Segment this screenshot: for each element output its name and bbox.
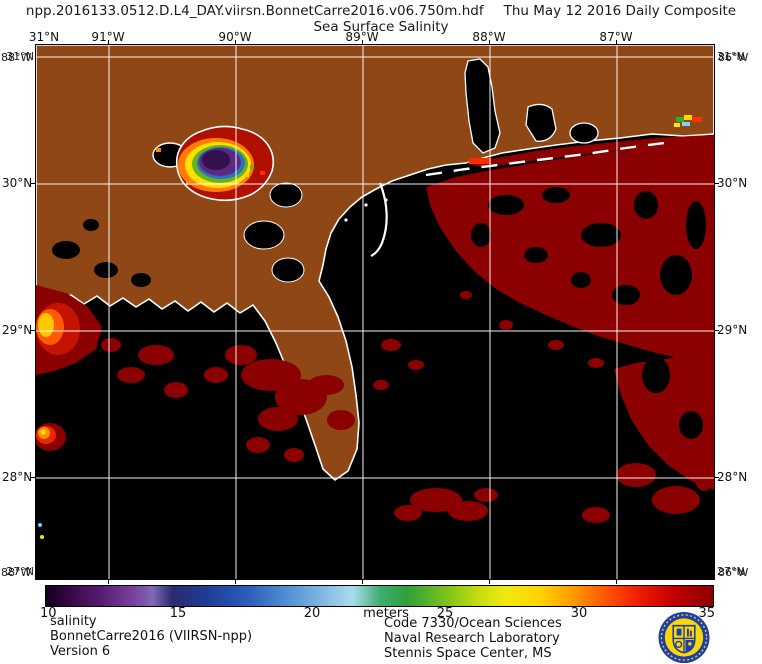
tick-right-30n — [715, 183, 719, 184]
island-specks — [344, 198, 388, 222]
axis-label-29n-left: 29°N — [2, 323, 33, 337]
colorbar-tick-15: 15 — [169, 606, 187, 621]
corner-label-bottom-left: 27°N 88°W — [1, 565, 34, 579]
left-edge-plume-lower — [36, 423, 66, 539]
tick-bottom-87w — [616, 580, 617, 584]
tick-bottom-89w — [362, 580, 363, 584]
colorbar-tick-30: 30 — [570, 606, 588, 621]
graticule — [36, 45, 714, 579]
tick-top-89w — [362, 40, 363, 44]
axis-label-30n-right: 30°N — [717, 176, 748, 190]
product-version: Version 6 — [50, 644, 111, 659]
high-salinity-field-lower — [614, 345, 714, 490]
map-graphic — [36, 45, 714, 579]
org-name: Naval Research Laboratory — [384, 631, 560, 646]
tick-top-91w — [108, 40, 109, 44]
bright-plume-spot — [469, 158, 491, 164]
tick-top-88w — [489, 40, 490, 44]
axis-label-91w: 91°W — [91, 30, 125, 44]
inland-water-patches — [52, 182, 305, 287]
header-title-row: npp.2016133.0512.D.L4_DAY.viirsn.BonnetC… — [0, 3, 762, 19]
product-region: BonnetCarre2016 (VIIRSN-npp) — [50, 629, 253, 644]
corner-label-top-left: 31°N 88°W — [1, 50, 34, 64]
axis-label-89w: 89°W — [345, 30, 379, 44]
tick-right-29n — [715, 330, 719, 331]
tick-top-87w — [616, 40, 617, 44]
axis-label-87w: 87°W — [599, 30, 633, 44]
axis-label-29n-right: 29°N — [717, 323, 748, 337]
coastal-fresh-patch — [674, 115, 702, 127]
cloud-holes — [471, 187, 706, 439]
colorbar-tick-25: 25 — [436, 606, 454, 621]
axis-label-28n-right: 28°N — [717, 470, 748, 484]
tick-left-29n — [31, 330, 35, 331]
axis-label-90w: 90°W — [218, 30, 252, 44]
tick-bottom-90w — [235, 580, 236, 584]
tick-right-28n — [715, 477, 719, 478]
product-info: salinity BonnetCarre2016 (VIIRSN-npp) Ve… — [50, 614, 252, 659]
tick-left-30n — [31, 183, 35, 184]
tick-bottom-91w — [108, 580, 109, 584]
salinity-colorbar — [45, 585, 714, 607]
colorbar-tick-10: 10 — [40, 606, 57, 621]
org-location: Stennis Space Center, MS — [384, 646, 552, 661]
product-parameter: salinity — [50, 614, 97, 629]
axis-label-28n-left: 28°N — [2, 470, 33, 484]
tick-top-90w — [235, 40, 236, 44]
organization-info: Code 7330/Ocean Sciences Naval Research … — [384, 616, 562, 661]
plot-subtitle: Sea Surface Salinity — [313, 19, 449, 35]
corner-label-top-right: 31°N 86°W — [717, 50, 749, 64]
axis-label-88w: 88°W — [472, 30, 506, 44]
salinity-map — [35, 44, 715, 580]
colorbar-units-label: meters — [363, 606, 409, 621]
filename-label: npp.2016133.0512.D.L4_DAY.viirsn.BonnetC… — [25, 3, 484, 19]
salinity-patches — [101, 291, 714, 523]
lake-pontchartrain-bloom — [175, 125, 275, 202]
bays — [464, 58, 599, 154]
tick-bottom-88w — [489, 580, 490, 584]
axis-label-30n-left: 30°N — [2, 176, 33, 190]
corner-label-bottom-right: 27°N 86°W — [717, 565, 749, 579]
nrl-logo — [658, 611, 710, 664]
org-code: Code 7330/Ocean Sciences — [384, 616, 562, 631]
coastal-salinity-strip — [466, 135, 714, 168]
colorbar-tick-35: 35 — [698, 606, 715, 621]
tick-left-28n — [31, 477, 35, 478]
composite-date-label: Thu May 12 2016 Daily Composite — [503, 3, 737, 19]
nrl-shield — [672, 624, 696, 654]
colorbar-tick-20: 20 — [303, 606, 321, 621]
axis-label-31n: 31°N — [28, 30, 60, 44]
barrier-islands — [425, 141, 665, 177]
